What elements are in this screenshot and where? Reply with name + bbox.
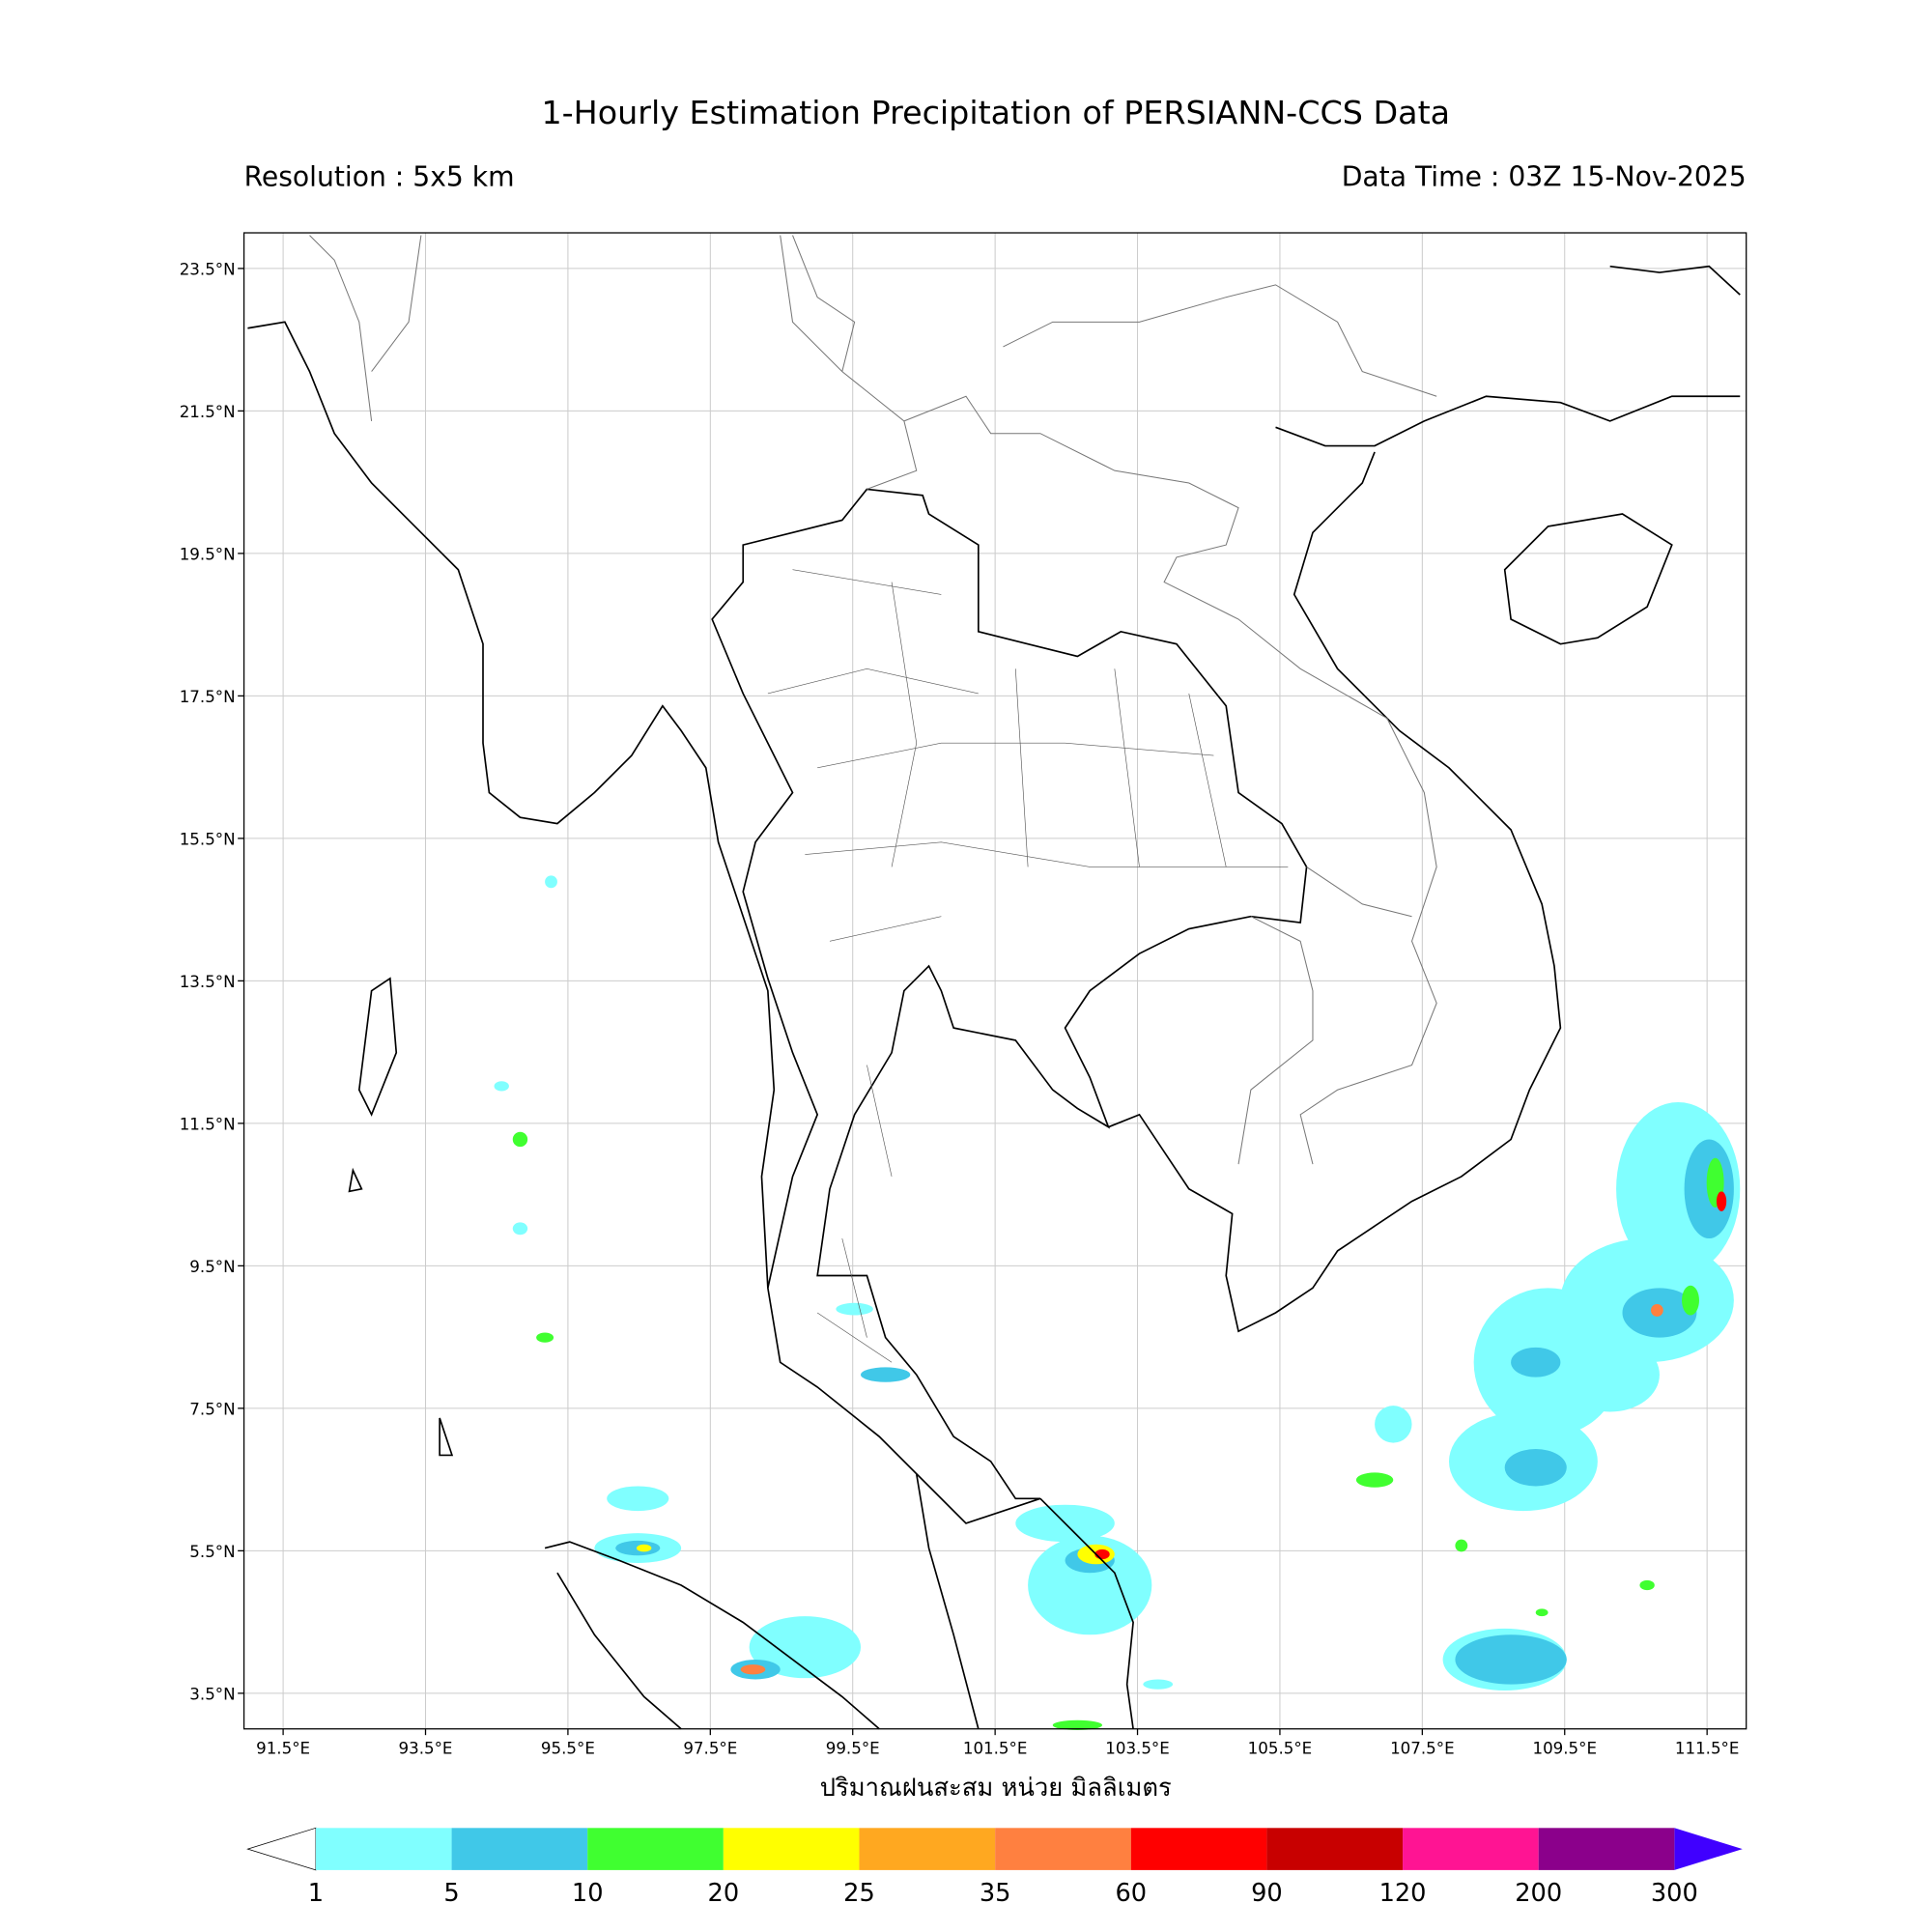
y-tick-label: 19.5°N bbox=[180, 545, 236, 563]
x-tick-label: 101.5°E bbox=[963, 1739, 1028, 1757]
colorbar-segment bbox=[1130, 1828, 1267, 1870]
x-tick-label: 93.5°E bbox=[399, 1739, 453, 1757]
colorbar-segment bbox=[587, 1828, 724, 1870]
rain-area bbox=[1716, 1191, 1727, 1211]
x-tick-label: 91.5°E bbox=[256, 1739, 310, 1757]
rain-area bbox=[1355, 1472, 1394, 1488]
malaysia bbox=[915, 1473, 1134, 1729]
y-tick-label: 13.5°N bbox=[180, 973, 236, 991]
rain-area bbox=[1535, 1608, 1548, 1617]
y-tick-label: 17.5°N bbox=[180, 688, 236, 706]
colorbar-label: 35 bbox=[980, 1879, 1011, 1908]
resolution: Resolution : 5x5 km bbox=[244, 160, 515, 192]
rain-area bbox=[1504, 1449, 1567, 1487]
rain-area bbox=[1455, 1539, 1468, 1552]
x-tick-label: 111.5°E bbox=[1675, 1739, 1740, 1757]
hainan bbox=[1503, 513, 1673, 645]
colorbar: 1 5 10 20 25 35 60 90 120 200 300 bbox=[246, 1827, 1743, 1908]
rain-area bbox=[749, 1616, 862, 1679]
y-tick-label: 23.5°N bbox=[180, 260, 236, 278]
y-tick-label: 15.5°N bbox=[180, 830, 236, 848]
rain-area bbox=[536, 1332, 554, 1343]
x-axis-label: ปริมาณฝนสะสม หน่วย มิลลิเมตร bbox=[820, 1774, 1172, 1803]
x-tick-label: 97.5°E bbox=[683, 1739, 737, 1757]
y-tick-label: 11.5°N bbox=[180, 1115, 236, 1133]
provinces bbox=[767, 569, 1289, 1363]
rain-area bbox=[740, 1664, 766, 1675]
rain-area bbox=[1511, 1347, 1561, 1378]
thailand bbox=[711, 488, 1308, 1524]
colorbar-segment bbox=[723, 1828, 860, 1870]
data-time: Data Time : 03Z 15-Nov-2025 bbox=[1342, 160, 1747, 192]
colorbar-label: 200 bbox=[1515, 1879, 1562, 1908]
rain-area bbox=[1028, 1535, 1152, 1635]
colorbar-label: 5 bbox=[443, 1879, 459, 1908]
myanmar-coast bbox=[247, 321, 776, 1289]
rain-area bbox=[1143, 1679, 1174, 1690]
colorbar-segment bbox=[859, 1828, 996, 1870]
precipitation bbox=[494, 875, 1741, 1731]
rain-area bbox=[1052, 1719, 1103, 1731]
rain-area bbox=[861, 1367, 911, 1382]
rain-area bbox=[636, 1544, 652, 1552]
rain-area bbox=[512, 1222, 528, 1236]
colorbar-over bbox=[1674, 1828, 1743, 1870]
sumatra bbox=[544, 1541, 880, 1730]
y-tick-label: 5.5°N bbox=[189, 1543, 235, 1561]
y-tick-label: 21.5°N bbox=[180, 403, 236, 421]
rain-area bbox=[1639, 1579, 1655, 1591]
colorbar-label: 300 bbox=[1651, 1879, 1698, 1908]
rain-area bbox=[607, 1486, 669, 1512]
colorbar-segment bbox=[451, 1828, 588, 1870]
colorbar-label: 1 bbox=[308, 1879, 324, 1908]
colorbar-under bbox=[246, 1827, 317, 1871]
rain-area bbox=[1682, 1285, 1699, 1316]
x-tick-label: 95.5°E bbox=[541, 1739, 595, 1757]
rain-area bbox=[1650, 1304, 1663, 1317]
colorbar-segment bbox=[1538, 1828, 1675, 1870]
colorbar-label: 120 bbox=[1379, 1879, 1427, 1908]
x-tick-label: 99.5°E bbox=[826, 1739, 880, 1757]
andaman-islands bbox=[348, 977, 454, 1457]
colorbar-segment bbox=[1403, 1828, 1539, 1870]
title: 1-Hourly Estimation Precipitation of PER… bbox=[541, 94, 1450, 131]
rain-area bbox=[1375, 1406, 1412, 1443]
vietnam-china-coast bbox=[1108, 265, 1741, 1333]
colorbar-segment bbox=[1266, 1828, 1404, 1870]
colorbar-segment bbox=[315, 1828, 452, 1870]
colorbar-label: 60 bbox=[1115, 1879, 1147, 1908]
colorbar-label: 25 bbox=[843, 1879, 875, 1908]
rain-area bbox=[512, 1131, 528, 1148]
rain-area bbox=[545, 875, 557, 889]
y-tick-label: 3.5°N bbox=[189, 1685, 235, 1703]
x-tick-label: 109.5°E bbox=[1532, 1739, 1597, 1757]
colorbar-segment bbox=[995, 1828, 1131, 1870]
x-tick-label: 105.5°E bbox=[1248, 1739, 1313, 1757]
y-tick-label: 7.5°N bbox=[189, 1400, 235, 1418]
y-tick-label: 9.5°N bbox=[189, 1258, 235, 1276]
map-lines bbox=[247, 235, 1741, 1730]
x-tick-label: 107.5°E bbox=[1390, 1739, 1455, 1757]
colorbar-label: 20 bbox=[708, 1879, 740, 1908]
rain-area bbox=[1560, 1337, 1660, 1412]
x-tick-label: 103.5°E bbox=[1105, 1739, 1170, 1757]
colorbar-label: 90 bbox=[1251, 1879, 1283, 1908]
rain-area bbox=[836, 1302, 873, 1316]
borders bbox=[309, 235, 1437, 1165]
rain-area bbox=[1455, 1634, 1567, 1685]
colorbar-label: 10 bbox=[572, 1879, 604, 1908]
rain-area bbox=[494, 1081, 509, 1092]
axes: 91.5°E 93.5°E 95.5°E 97.5°E 99.5°E 101.5°E 103… bbox=[180, 260, 1740, 1757]
